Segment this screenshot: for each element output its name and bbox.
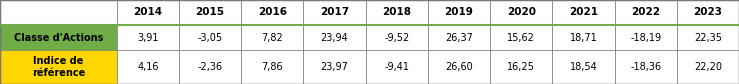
Bar: [179, 50, 241, 84]
Text: -2,36: -2,36: [197, 62, 222, 72]
Bar: [304, 25, 366, 50]
Text: 2016: 2016: [258, 7, 287, 17]
Bar: [490, 0, 552, 25]
Text: 2018: 2018: [382, 7, 412, 17]
Text: 18,54: 18,54: [570, 62, 597, 72]
Text: -9,41: -9,41: [384, 62, 409, 72]
Text: 16,25: 16,25: [507, 62, 535, 72]
Bar: [615, 50, 677, 84]
Bar: [428, 0, 490, 25]
Bar: [366, 50, 428, 84]
Text: 2021: 2021: [569, 7, 598, 17]
Text: 2020: 2020: [507, 7, 536, 17]
Bar: [615, 0, 677, 25]
Bar: [677, 25, 739, 50]
Bar: [490, 50, 552, 84]
Text: 2015: 2015: [196, 7, 225, 17]
Text: 26,37: 26,37: [445, 33, 473, 43]
Bar: [677, 50, 739, 84]
Bar: [552, 25, 615, 50]
Bar: [490, 25, 552, 50]
Bar: [428, 50, 490, 84]
Text: 2014: 2014: [133, 7, 163, 17]
Text: 22,20: 22,20: [694, 62, 722, 72]
Text: 26,60: 26,60: [445, 62, 473, 72]
Text: 2022: 2022: [631, 7, 660, 17]
Text: 23,97: 23,97: [321, 62, 349, 72]
Text: 7,86: 7,86: [262, 62, 283, 72]
Bar: [117, 0, 179, 25]
Text: 2019: 2019: [445, 7, 474, 17]
Text: Classe d'Actions: Classe d'Actions: [14, 33, 103, 43]
Text: -9,52: -9,52: [384, 33, 409, 43]
Bar: [428, 25, 490, 50]
Bar: [615, 25, 677, 50]
Text: -18,36: -18,36: [630, 62, 661, 72]
Text: 4,16: 4,16: [137, 62, 159, 72]
Bar: [241, 0, 304, 25]
Text: 2023: 2023: [693, 7, 723, 17]
Bar: [366, 25, 428, 50]
Bar: [241, 50, 304, 84]
Bar: [117, 50, 179, 84]
Bar: [366, 0, 428, 25]
Text: Indice de
référence: Indice de référence: [32, 56, 85, 78]
Bar: [179, 25, 241, 50]
Bar: [677, 0, 739, 25]
Text: 15,62: 15,62: [507, 33, 535, 43]
Bar: [304, 0, 366, 25]
Bar: [552, 0, 615, 25]
Text: 3,91: 3,91: [137, 33, 159, 43]
Text: 18,71: 18,71: [570, 33, 597, 43]
Bar: [552, 50, 615, 84]
Text: 7,82: 7,82: [262, 33, 283, 43]
Bar: [304, 50, 366, 84]
Bar: [241, 25, 304, 50]
Text: 23,94: 23,94: [321, 33, 348, 43]
Bar: [117, 25, 179, 50]
Text: -18,19: -18,19: [630, 33, 661, 43]
Bar: [179, 0, 241, 25]
Text: 2017: 2017: [320, 7, 349, 17]
Text: -3,05: -3,05: [197, 33, 222, 43]
Text: 22,35: 22,35: [694, 33, 722, 43]
